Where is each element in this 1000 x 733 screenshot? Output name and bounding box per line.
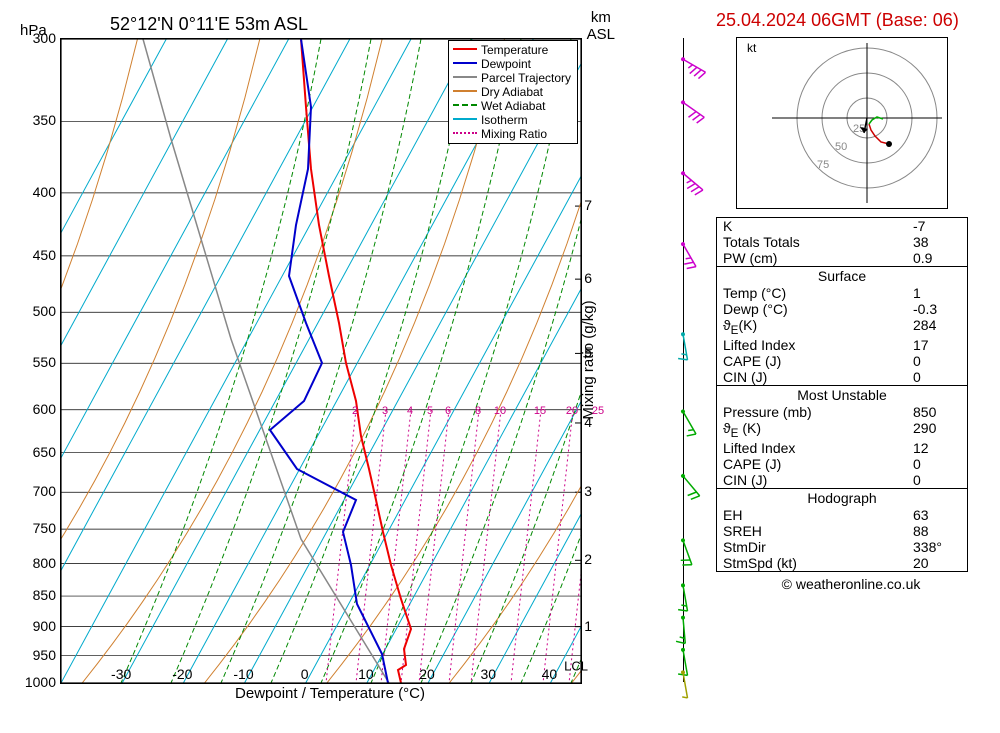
hpa-tick: 900 — [18, 618, 56, 634]
temp-tick: 20 — [419, 666, 435, 682]
chart-title: 52°12'N 0°11'E 53m ASL — [110, 14, 308, 35]
table-row: CAPE (J)0 — [717, 353, 967, 369]
table-row: ϑE (K)290 — [717, 420, 967, 440]
km-tick: 5 — [584, 344, 592, 360]
temp-tick: 30 — [480, 666, 496, 682]
date-line: 25.04.2024 06GMT (Base: 06) — [716, 10, 986, 31]
mixing-ratio-label: 20 — [566, 405, 578, 417]
table-row: SREH88 — [717, 523, 967, 539]
table-row: EH63 — [717, 507, 967, 523]
credit: © weatheronline.co.uk — [716, 576, 986, 592]
mixing-ratio-label: 5 — [427, 405, 433, 417]
data-table: K-7Totals Totals38PW (cm)0.9SurfaceTemp … — [716, 217, 968, 572]
chart-legend: TemperatureDewpointParcel TrajectoryDry … — [448, 40, 578, 144]
y-right-km: kmASL — [587, 10, 615, 43]
temp-tick: 0 — [301, 666, 309, 682]
svg-text:75: 75 — [817, 159, 829, 171]
hpa-tick: 800 — [18, 555, 56, 571]
svg-text:kt: kt — [747, 41, 757, 55]
x-axis-label: Dewpoint / Temperature (°C) — [235, 685, 425, 702]
hpa-tick: 550 — [18, 354, 56, 370]
legend-row: Temperature — [453, 43, 571, 57]
km-tick: 6 — [584, 270, 592, 286]
barb-svg — [658, 10, 708, 710]
mixing-ratio-label: 8 — [475, 405, 481, 417]
table-row: K-7 — [717, 218, 967, 234]
table-row: StmDir338° — [717, 539, 967, 555]
hpa-tick: 1000 — [18, 674, 56, 690]
km-tick: 2 — [584, 551, 592, 567]
table-section-header: Hodograph — [717, 488, 967, 507]
km-tick: 3 — [584, 483, 592, 499]
svg-text:50: 50 — [835, 141, 847, 153]
hodograph-svg: 255075kt — [737, 38, 947, 208]
temp-tick: -30 — [111, 666, 131, 682]
table-row: ϑE(K)284 — [717, 317, 967, 337]
table-row: Lifted Index12 — [717, 440, 967, 456]
km-tick: 1 — [584, 618, 592, 634]
table-row: Totals Totals38 — [717, 234, 967, 250]
hpa-tick: 300 — [18, 30, 56, 46]
mixing-ratio-label: 10 — [494, 405, 506, 417]
km-tick: 7 — [584, 197, 592, 213]
table-row: Temp (°C)1 — [717, 285, 967, 301]
temp-tick: 40 — [542, 666, 558, 682]
table-row: CAPE (J)0 — [717, 456, 967, 472]
table-row: Dewp (°C)-0.3 — [717, 301, 967, 317]
table-section-header: Most Unstable — [717, 385, 967, 404]
legend-row: Wet Adiabat — [453, 99, 571, 113]
table-row: PW (cm)0.9 — [717, 250, 967, 266]
mixing-ratio-label: 3 — [382, 405, 388, 417]
mixing-ratio-label: 2 — [352, 405, 358, 417]
lcl-label: LCL — [564, 658, 588, 673]
hpa-tick: 600 — [18, 401, 56, 417]
hpa-tick: 500 — [18, 303, 56, 319]
hpa-tick: 350 — [18, 112, 56, 128]
hpa-tick: 650 — [18, 444, 56, 460]
temp-tick: -10 — [233, 666, 253, 682]
hodograph: 255075kt — [736, 37, 948, 209]
table-row: StmSpd (kt)20 — [717, 555, 967, 571]
table-row: Pressure (mb)850 — [717, 404, 967, 420]
km-tick: 4 — [584, 414, 592, 430]
legend-row: Parcel Trajectory — [453, 71, 571, 85]
hpa-tick: 700 — [18, 483, 56, 499]
skewt-chart: 52°12'N 0°11'E 53m ASL hPa kmASL Mixing … — [10, 10, 650, 710]
hpa-tick: 950 — [18, 647, 56, 663]
table-row: CIN (J)0 — [717, 369, 967, 385]
hpa-tick: 750 — [18, 520, 56, 536]
mixing-ratio-label: 4 — [407, 405, 413, 417]
temp-tick: -20 — [172, 666, 192, 682]
table-row: CIN (J)0 — [717, 472, 967, 488]
legend-row: Dry Adiabat — [453, 85, 571, 99]
hpa-tick: 400 — [18, 184, 56, 200]
legend-row: Isotherm — [453, 113, 571, 127]
right-column: 25.04.2024 06GMT (Base: 06) 255075kt K-7… — [716, 10, 986, 710]
table-section-header: Surface — [717, 266, 967, 285]
mixing-ratio-label: 15 — [534, 405, 546, 417]
hpa-tick: 850 — [18, 587, 56, 603]
legend-row: Mixing Ratio — [453, 127, 571, 141]
mixing-ratio-label: 25 — [592, 405, 604, 417]
temp-tick: 10 — [358, 666, 374, 682]
table-row: Lifted Index17 — [717, 337, 967, 353]
hpa-tick: 450 — [18, 247, 56, 263]
legend-row: Dewpoint — [453, 57, 571, 71]
mixing-ratio-label: 6 — [445, 405, 451, 417]
wind-barb-column — [658, 10, 708, 710]
